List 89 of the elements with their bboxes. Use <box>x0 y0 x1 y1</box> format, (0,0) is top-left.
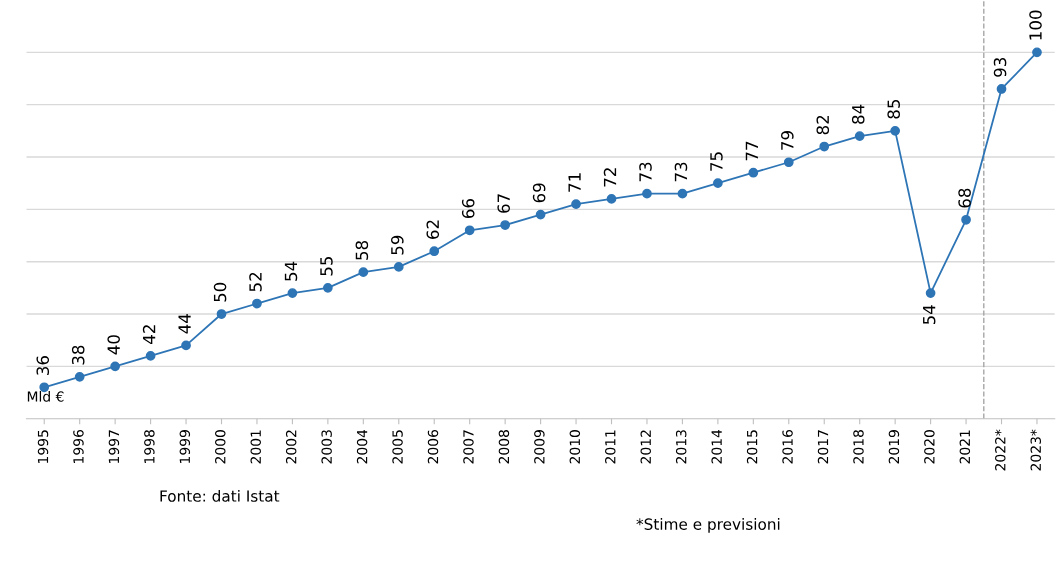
point <box>819 141 830 152</box>
data-label: 85 <box>887 99 900 119</box>
data-label: 67 <box>497 194 510 213</box>
x-tick-label: 2011 <box>605 430 616 464</box>
x-tick-label: 2012 <box>640 430 651 464</box>
data-label: 66 <box>461 199 475 218</box>
x-tick-label: 2003 <box>321 430 332 464</box>
data-label: 82 <box>816 115 830 135</box>
x-tick-label: 2007 <box>463 430 474 464</box>
point <box>500 220 511 230</box>
x-tick-label: 1995 <box>37 430 49 463</box>
source-note: Fonte: dati Istat <box>160 489 280 502</box>
point <box>606 194 617 204</box>
data-label: 42 <box>142 325 156 344</box>
data-label: 73 <box>674 162 688 182</box>
data-label: 69 <box>532 183 546 203</box>
point <box>110 361 120 372</box>
point <box>216 309 227 319</box>
x-tick-label: 2009 <box>534 430 545 464</box>
data-label: 52 <box>249 272 262 292</box>
data-label: 77 <box>745 141 758 161</box>
x-tick-label: 2008 <box>498 430 510 464</box>
point <box>571 199 581 209</box>
x-tick-label: 2020 <box>924 430 935 464</box>
x-tick-label: 2014 <box>711 429 722 464</box>
data-label: 75 <box>710 152 723 171</box>
x-tick-label: 2017 <box>817 430 829 464</box>
x-tick-label: 2022* <box>995 429 1006 471</box>
point <box>925 288 936 298</box>
point <box>535 209 546 220</box>
point <box>287 288 298 298</box>
point <box>890 125 901 136</box>
point <box>74 371 85 382</box>
point <box>358 267 369 278</box>
data-label: 68 <box>958 188 971 208</box>
point <box>961 214 971 225</box>
data-label: 54 <box>284 261 298 281</box>
annotation: Mld € <box>27 391 64 402</box>
x-tick-label: 2019 <box>888 430 900 464</box>
point <box>145 351 156 361</box>
x-tick-label: 1997 <box>108 430 120 463</box>
data-label: 58 <box>355 240 369 260</box>
point <box>429 246 440 257</box>
data-label: 55 <box>320 256 333 276</box>
x-tick-label: 1996 <box>73 429 84 463</box>
data-label: 93 <box>993 57 1007 77</box>
point <box>783 157 794 168</box>
x-tick-label: 2023* <box>1030 429 1041 471</box>
point <box>642 188 652 199</box>
data-label: 72 <box>603 168 617 187</box>
data-label: 59 <box>391 235 404 255</box>
x-tick-label: 2013 <box>675 430 687 464</box>
point <box>748 167 759 178</box>
x-tick-label: 2016 <box>782 429 793 464</box>
data-label: 73 <box>639 162 652 182</box>
x-tick-label: 2006 <box>427 429 439 464</box>
data-label: 40 <box>107 335 120 355</box>
data-label: 44 <box>178 314 191 334</box>
point <box>323 282 333 293</box>
text: *Stime e previsioni <box>636 518 780 533</box>
x-tick-label: 2004 <box>356 429 368 464</box>
point <box>677 188 688 199</box>
x-tick-label: 2000 <box>215 430 226 464</box>
point <box>713 178 723 189</box>
data-label: 100 <box>1029 10 1042 40</box>
data-label: 36 <box>36 356 50 375</box>
data-label: 38 <box>71 345 85 365</box>
x-tick-label: 2005 <box>392 430 403 464</box>
point <box>252 298 262 309</box>
data-label: 62 <box>426 220 440 239</box>
x-tick-label: 2015 <box>746 430 758 464</box>
data-label: 50 <box>213 282 227 302</box>
x-tick-label: 1999 <box>179 430 191 463</box>
point <box>1032 47 1042 58</box>
x-tick-label: 2010 <box>569 430 581 464</box>
point <box>393 262 404 272</box>
point <box>181 340 191 351</box>
x-tick-label: 2002 <box>285 430 297 464</box>
data-label: 71 <box>568 173 581 192</box>
data-label: 79 <box>781 131 794 150</box>
x-tick-label: 2018 <box>853 430 864 464</box>
x-tick-label: 1998 <box>144 430 155 463</box>
x-tick-label: 2021 <box>959 430 971 464</box>
point <box>996 84 1007 94</box>
data-label: 54 <box>923 305 936 325</box>
point <box>464 225 475 236</box>
data-label: 84 <box>851 104 865 124</box>
x-tick-label: 2001 <box>250 430 261 464</box>
point <box>854 131 865 141</box>
